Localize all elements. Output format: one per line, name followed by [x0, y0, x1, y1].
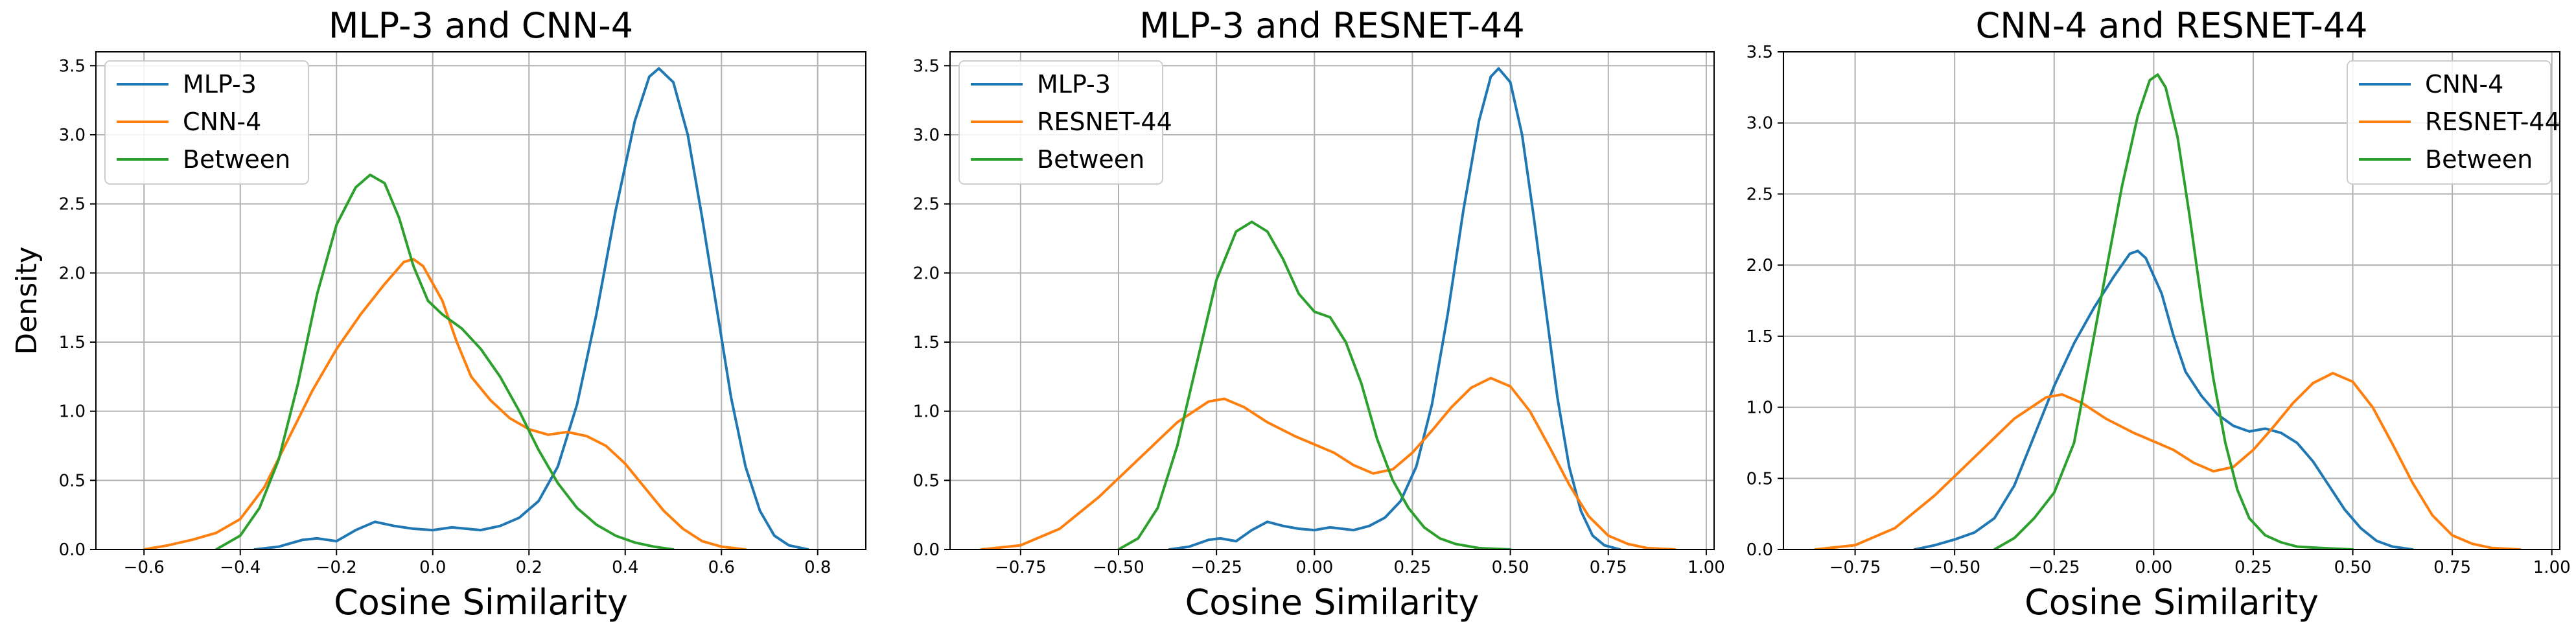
x-tick-label: 0.00: [2135, 558, 2172, 577]
x-tick-label: −0.6: [124, 558, 165, 577]
legend-label: Between: [1037, 145, 1144, 174]
y-tick-label: 3.5: [59, 56, 86, 76]
legend: MLP-3 RESNET-44 Between: [958, 60, 1172, 185]
x-tick-label: 0.8: [804, 558, 831, 577]
y-tick-label: 0.5: [59, 471, 86, 491]
y-tick-label: 3.0: [913, 126, 940, 145]
y-tick-label: 3.0: [59, 126, 86, 145]
x-tick-label: 0.50: [2334, 558, 2372, 577]
series-lines: [143, 67, 809, 549]
x-tick-label: 0.25: [2234, 558, 2272, 577]
legend-box: [2347, 60, 2551, 185]
series-line-between: [215, 173, 675, 549]
legend-label: Between: [183, 145, 290, 174]
x-axis-label: Cosine Similarity: [334, 582, 628, 623]
x-tick-label: 0.0: [419, 558, 446, 577]
chart-panel-1: −0.6 −0.4 −0.2 0.0 0.2 0.4 0.6 0.8 0.0 0.5 1.0 1.5 2…: [10, 5, 866, 623]
y-tick-label: 0.5: [913, 471, 940, 491]
x-tick-label: 1.00: [1688, 558, 1725, 577]
x-tick-label: −0.25: [2028, 558, 2080, 577]
legend-label: CNN-4: [183, 108, 261, 136]
y-tick-label: 1.5: [913, 333, 940, 352]
x-tick-label: 1.00: [2533, 558, 2571, 577]
x-tick-label: −0.2: [316, 558, 357, 577]
x-tick-label: −0.75: [1829, 558, 1881, 577]
series-lines: [980, 67, 1677, 549]
legend-box: [958, 60, 1163, 185]
chart-title: MLP-3 and CNN-4: [329, 5, 633, 46]
y-tick-label: 1.0: [1746, 398, 1773, 418]
chart-title: MLP-3 and RESNET-44: [1139, 5, 1524, 46]
legend-label: RESNET-44: [1037, 108, 1172, 136]
legend: MLP-3 CNN-4 Between: [104, 60, 309, 185]
x-tick-label: 0.25: [1394, 558, 1432, 577]
y-tick-label: 2.5: [59, 195, 86, 214]
x-tick-label: −0.50: [1093, 558, 1144, 577]
x-tick-label: −0.4: [220, 558, 261, 577]
axes-frame: [95, 51, 866, 550]
legend-box: [104, 60, 309, 185]
x-tick-label: 0.00: [1295, 558, 1333, 577]
y-tick-label: 0.0: [913, 540, 940, 560]
series-line-resnet-44: [980, 376, 1677, 549]
x-axis-label: Cosine Similarity: [2025, 582, 2319, 623]
y-tick-label: 0.0: [1746, 540, 1773, 560]
legend: CNN-4 RESNET-44 Between: [2347, 60, 2560, 185]
legend-label: Between: [2425, 145, 2533, 174]
y-tick-label: 2.5: [913, 195, 940, 214]
series-lines: [1814, 73, 2522, 549]
legend-label: RESNET-44: [2425, 108, 2560, 136]
chart-panel-2: −0.75 −0.50 −0.25 0.00 0.25 0.50 0.75 1.00 0.0 0.…: [913, 5, 1725, 623]
series-line-resnet-44: [1814, 371, 2522, 549]
series-line-mlp-3: [1168, 67, 1621, 549]
y-tick-label: 2.0: [1746, 256, 1773, 275]
x-tick-label: 0.75: [1590, 558, 1627, 577]
x-tick-label: 0.6: [708, 558, 735, 577]
y-tick-label: 2.5: [1746, 185, 1773, 204]
x-tick-label: 0.50: [1492, 558, 1529, 577]
y-axis-label: Density: [10, 246, 43, 354]
y-tick-label: 1.0: [913, 402, 940, 422]
y-tick-label: 0.0: [59, 540, 86, 560]
series-line-between: [1117, 220, 1512, 549]
y-tick-label: 3.0: [1746, 114, 1773, 133]
y-tick-label: 1.5: [1746, 327, 1773, 347]
x-tick-label: −0.75: [995, 558, 1047, 577]
y-tick-label: 2.0: [913, 264, 940, 283]
y-tick-label: 3.5: [913, 56, 940, 76]
x-tick-label: 0.4: [612, 558, 638, 577]
x-axis-label: Cosine Similarity: [1185, 582, 1479, 623]
x-tick-label: −0.25: [1190, 558, 1242, 577]
x-tick-label: −0.50: [1929, 558, 1980, 577]
y-tick-label: 3.5: [1746, 43, 1773, 62]
axes-frame: [949, 51, 1715, 550]
y-tick-label: 0.5: [1746, 469, 1773, 489]
series-line-cnn-4: [1913, 249, 2414, 549]
legend-label: MLP-3: [183, 70, 257, 98]
x-tick-label: 0.2: [516, 558, 542, 577]
chart-panel-3: −0.75 −0.50 −0.25 0.00 0.25 0.50 0.75 1.00 0.0 0.…: [1746, 5, 2571, 623]
series-line-cnn-4: [143, 258, 747, 549]
x-tick-label: 0.75: [2433, 558, 2471, 577]
axes-frame: [1783, 51, 2560, 550]
y-tick-label: 2.0: [59, 264, 86, 283]
series-line-between: [1993, 73, 2354, 549]
y-tick-label: 1.5: [59, 333, 86, 352]
series-line-mlp-3: [253, 67, 809, 549]
legend-label: CNN-4: [2425, 70, 2503, 98]
legend-label: MLP-3: [1037, 70, 1111, 98]
chart-title: CNN-4 and RESNET-44: [1976, 5, 2368, 46]
y-tick-label: 1.0: [59, 402, 86, 422]
